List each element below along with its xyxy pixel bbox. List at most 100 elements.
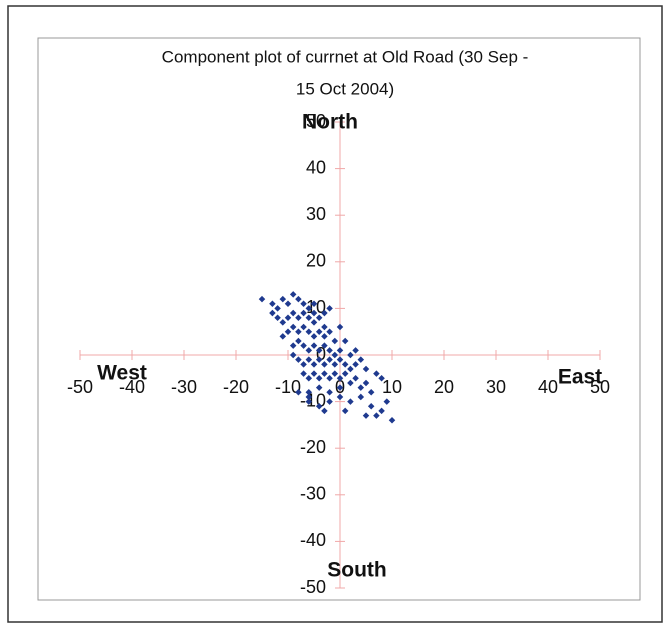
annotation: West	[97, 362, 147, 385]
x-tick-label: 30	[486, 377, 506, 397]
point	[305, 398, 313, 405]
point	[321, 361, 328, 368]
y-tick-label: 0	[316, 344, 326, 364]
y-tick-label: 20	[306, 251, 326, 271]
point	[336, 375, 344, 382]
point	[269, 300, 276, 307]
annotation: South	[327, 559, 386, 582]
point	[305, 393, 313, 401]
point	[269, 309, 276, 317]
point	[295, 295, 302, 303]
point	[326, 356, 333, 363]
x-tick-label: -20	[223, 377, 249, 397]
point	[347, 365, 354, 373]
point	[295, 356, 302, 363]
x-tick-label: 20	[434, 377, 454, 397]
point	[378, 407, 385, 415]
point	[279, 333, 287, 340]
point	[310, 300, 318, 307]
point	[341, 407, 349, 415]
point	[321, 407, 328, 415]
point	[300, 309, 307, 317]
point	[279, 295, 287, 303]
point	[341, 370, 349, 377]
point	[305, 328, 313, 335]
y-tick-label: 30	[306, 204, 326, 224]
x-tick-label: -40	[119, 377, 145, 397]
point	[321, 342, 328, 349]
point	[367, 389, 375, 396]
y-tick-label: 10	[306, 297, 326, 317]
point	[289, 342, 297, 349]
point	[326, 347, 333, 354]
point	[347, 351, 354, 359]
point	[289, 351, 297, 359]
chart-title: 15 Oct 2004)	[296, 79, 394, 98]
point	[295, 328, 302, 335]
annotation: North	[302, 111, 358, 134]
point	[378, 375, 385, 382]
point	[321, 323, 328, 331]
point	[357, 393, 365, 401]
point	[357, 384, 365, 391]
point	[336, 393, 344, 401]
point	[315, 347, 323, 354]
y-tick-label: -20	[300, 437, 326, 457]
point	[336, 323, 344, 331]
point	[295, 337, 302, 345]
point	[305, 314, 313, 321]
point	[357, 356, 365, 363]
point	[289, 309, 297, 317]
point	[310, 319, 318, 326]
point	[331, 337, 339, 345]
point	[362, 379, 370, 387]
point	[341, 361, 349, 368]
point	[383, 398, 391, 405]
point	[326, 398, 333, 405]
point	[321, 309, 328, 317]
x-tick-label: -50	[67, 377, 93, 397]
point	[300, 300, 307, 307]
point	[315, 356, 323, 363]
point	[326, 328, 333, 335]
point	[331, 351, 339, 359]
x-tick-label: -10	[275, 377, 301, 397]
point	[352, 375, 359, 382]
point	[300, 370, 307, 377]
point	[326, 305, 333, 312]
point	[326, 389, 333, 396]
point	[373, 370, 380, 377]
point	[310, 342, 318, 349]
point	[300, 361, 307, 368]
point	[289, 323, 297, 331]
y-tick-label: 50	[306, 111, 326, 131]
point	[315, 375, 323, 382]
point	[305, 305, 313, 312]
point	[310, 370, 318, 377]
x-tick-label: 50	[590, 377, 610, 397]
point	[310, 309, 318, 317]
point	[373, 412, 380, 419]
point	[388, 416, 396, 424]
point	[274, 314, 281, 321]
point	[300, 342, 307, 349]
x-tick-label: 10	[382, 377, 402, 397]
point	[331, 370, 339, 377]
point	[284, 314, 292, 321]
point	[326, 375, 333, 382]
point	[305, 356, 313, 363]
x-tick-label: 40	[538, 377, 558, 397]
frame	[7, 5, 663, 623]
point	[352, 361, 359, 368]
y-tick-label: 40	[306, 157, 326, 177]
y-tick-label: -30	[300, 484, 326, 504]
point	[352, 347, 359, 354]
point	[315, 403, 323, 410]
chart-title: Component plot of currnet at Old Road (3…	[162, 47, 529, 66]
point	[310, 333, 318, 340]
point	[336, 356, 344, 363]
point	[331, 361, 339, 368]
point	[300, 323, 307, 331]
point	[347, 379, 354, 387]
